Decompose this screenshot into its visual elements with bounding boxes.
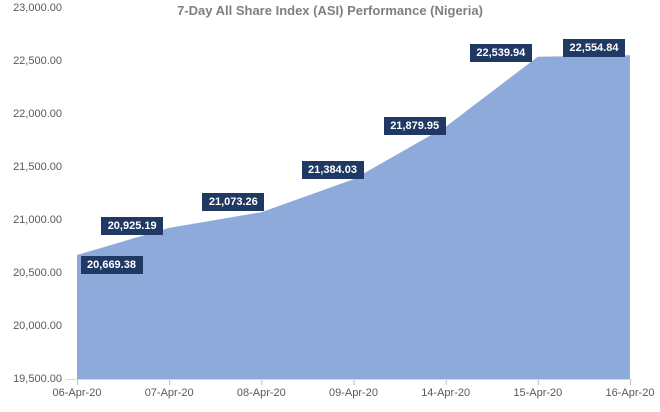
x-axis-tick-label: 07-Apr-20 [144, 387, 194, 399]
data-label: 22,539.94 [469, 44, 532, 63]
data-label: 20,669.38 [80, 255, 143, 274]
chart-title: 7-Day All Share Index (ASI) Performance … [177, 3, 483, 18]
data-label: 20,925.19 [101, 216, 164, 235]
x-axis-tick-label: 16-Apr-20 [605, 387, 655, 399]
y-axis-tick-label: 22,000.00 [13, 108, 62, 120]
y-axis-tick-label: 20,500.00 [13, 267, 62, 279]
x-axis-tick-label: 15-Apr-20 [513, 387, 563, 399]
x-axis-tick-label: 09-Apr-20 [329, 387, 378, 399]
data-label: 21,073.26 [202, 193, 265, 212]
x-axis-tick-label: 08-Apr-20 [236, 387, 286, 399]
data-label: 21,879.95 [383, 116, 446, 135]
y-axis-tick-label: 21,000.00 [13, 214, 62, 226]
area-series-asi [77, 55, 630, 379]
y-axis-tick-label: 22,500.00 [13, 55, 62, 67]
y-axis-tick-label: 23,000.00 [13, 2, 62, 14]
y-axis-tick-label: 19,500.00 [13, 373, 62, 385]
x-axis-tick-label: 14-Apr-20 [421, 387, 471, 399]
y-axis-tick-label: 21,500.00 [13, 161, 62, 173]
data-label: 22,554.84 [563, 38, 625, 57]
data-label: 21,384.03 [301, 160, 364, 179]
y-axis-tick-label: 20,000.00 [13, 320, 62, 332]
x-axis-tick-label: 06-Apr-20 [52, 387, 102, 399]
